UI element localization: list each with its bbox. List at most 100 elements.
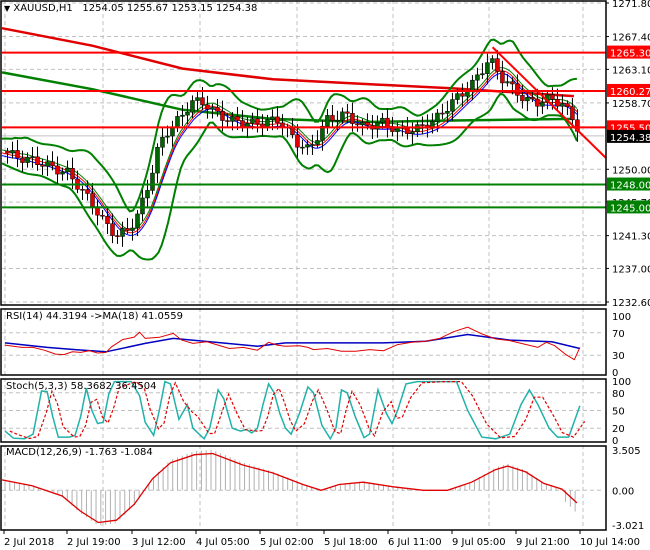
high-price: 1255.67 [126,3,169,14]
price-tick-label: 1237.00 [612,264,650,275]
low-price: 1253.15 [171,3,213,14]
candle [385,117,390,128]
candle [145,190,150,199]
candle [320,125,325,141]
macd-panel[interactable] [1,449,578,526]
candle [240,120,245,128]
candle [405,127,410,134]
candle [140,197,145,215]
time-tick-label: 5 Jul 18:00 [324,537,378,548]
time-tick-label: 2 Jul 2018 [4,537,54,548]
candle [135,213,140,229]
candle [275,116,280,124]
candle [355,123,360,126]
price-axis: 1271.80 1267.40 1263.10 1258.70 1250.00 1245.… [606,0,650,532]
candle [510,81,515,85]
main-price-panel[interactable] [1,26,607,261]
candle [300,146,305,149]
bollinger-upper-line [1,38,578,213]
candle [360,122,365,126]
rsi-title: RSI(14) 44.3194 ->MA(18) 41.0559 [6,311,183,322]
stoch-title: Stoch(5,3,3) 58.3682 36.4504 [6,381,157,392]
time-tick-label: 9 Jul 21:00 [516,537,570,548]
time-axis: 2 Jul 2018 2 Jul 19:00 3 Jul 12:00 4 Jul 05… [3,530,640,548]
rsi-panel[interactable] [4,326,581,361]
time-tick-label: 6 Jul 11:00 [388,537,442,548]
ema-red-line [1,70,578,234]
candle [540,101,545,107]
candle [310,144,315,146]
candle [15,150,20,159]
candle [30,156,35,159]
candle [410,131,415,134]
macd-title: MACD(12,26,9) -1.763 -1.084 [6,447,153,458]
trendline [491,46,607,159]
candle [495,58,500,72]
candle [420,124,425,126]
candle [190,100,195,113]
candle [265,119,270,127]
candle [175,116,180,128]
time-tick-label: 3 Jul 12:00 [132,537,186,548]
candle [125,228,130,231]
candle [460,93,465,97]
candle [435,112,440,122]
candle [160,136,165,148]
candle [465,91,470,97]
level-price-tag [607,200,650,214]
symbol-header: ▼ XAUUSD,H1 1254.05 1255.67 1253.15 1254… [4,3,257,14]
candle [230,116,235,122]
price-tick-label: 1271.80 [612,0,650,10]
candle [520,95,525,102]
candle [150,172,155,191]
rsi-ma-line [4,333,581,353]
candle [535,98,540,107]
price-tick-label: 1232.60 [612,298,650,309]
candle [565,103,570,108]
level-price-tag [607,45,650,59]
candle [345,111,350,114]
current-price-tag [607,129,650,143]
candle [40,164,45,167]
candle [220,110,225,121]
time-tick-label: 2 Jul 19:00 [67,537,121,548]
candle [195,97,200,101]
stochastic-panel[interactable] [4,380,586,441]
candle [485,62,490,74]
dropdown-triangle-icon[interactable]: ▼ [4,4,11,13]
candle [560,103,565,107]
price-tick-label: 1267.40 [612,33,650,44]
candle [260,123,265,127]
ma-slow-red-line [1,26,574,98]
price-tick-label: 1263.10 [612,65,650,76]
candle [80,189,85,191]
panel-frames [0,0,607,531]
candle [200,97,205,106]
candle [120,228,125,237]
time-tick-label: 5 Jul 02:00 [260,537,314,548]
level-price-tag [607,177,650,191]
price-tick-label: 1241.30 [612,232,650,243]
candle [330,115,335,121]
candle [205,104,210,110]
candle [105,215,110,224]
open-price: 1254.05 [82,3,124,14]
rsi-tick-label: 100 [612,312,631,323]
candle [165,135,170,138]
candle [180,114,185,117]
candle [65,168,70,173]
candle [235,116,240,121]
rsi-tick-label: 70 [612,329,625,340]
level-price-tag-label: 1265.30 [610,49,650,60]
candle [550,94,555,100]
stoch-tick-label: 0 [612,436,618,447]
candle [530,97,535,100]
symbol-label: XAUUSD,H1 [13,3,73,14]
time-tick-label: 10 Jul 14:00 [580,537,640,548]
candle [525,97,530,102]
candle [500,71,505,84]
candle [85,189,90,194]
stoch-tick-label: 80 [612,389,625,400]
candle [365,122,370,126]
